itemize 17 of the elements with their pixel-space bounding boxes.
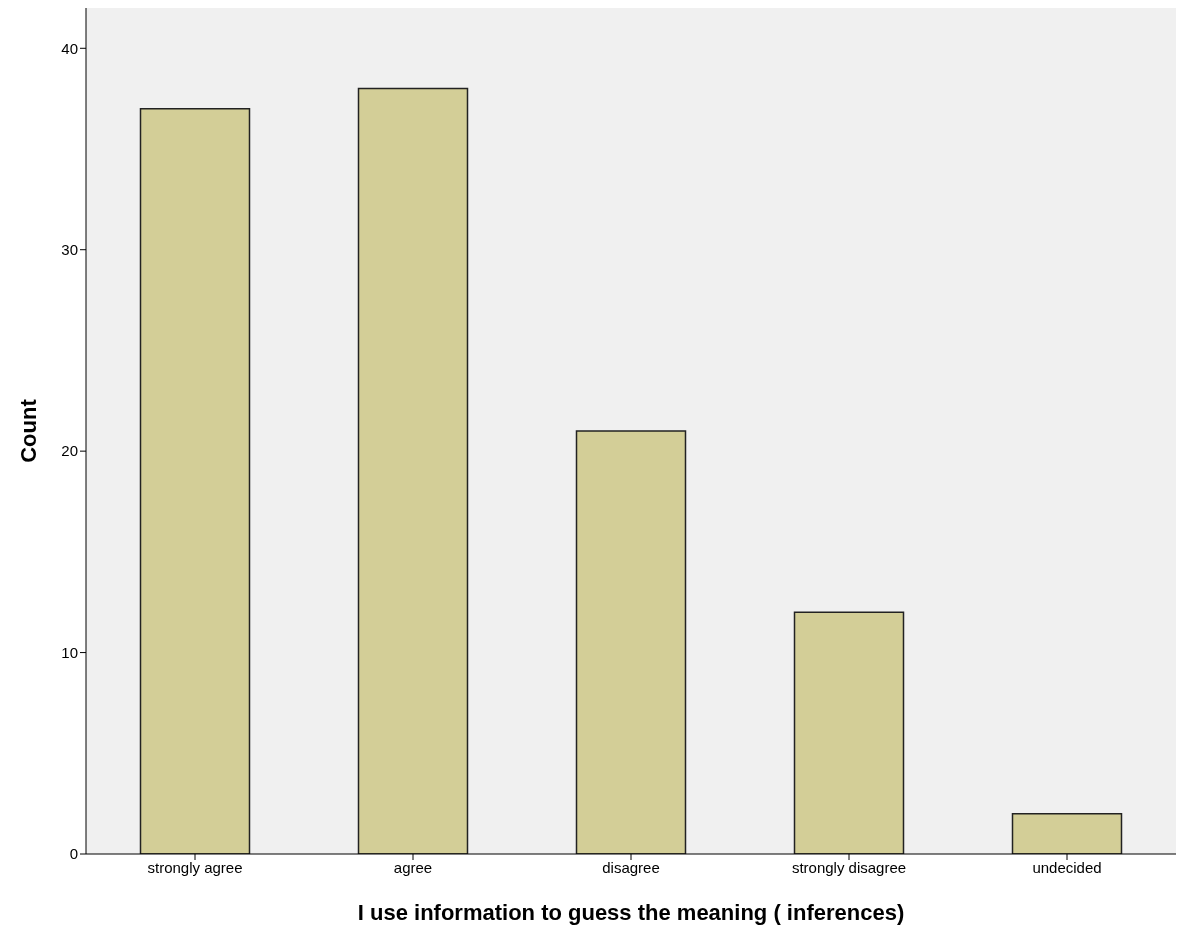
y-axis-title: Count — [15, 398, 41, 463]
x-tick-label: strongly disagree — [791, 858, 907, 876]
x-tick-label: disagree — [602, 858, 660, 876]
bar — [139, 107, 251, 854]
y-tick-label: 20 — [61, 442, 78, 460]
y-tick-label: 10 — [61, 643, 78, 661]
bar — [793, 611, 905, 854]
bar — [575, 430, 687, 854]
y-tick-label: 40 — [61, 39, 78, 57]
y-tick-label: 0 — [69, 845, 78, 863]
bar — [1011, 812, 1123, 854]
x-tick-label: strongly agree — [147, 858, 243, 876]
x-axis-title: I use information to guess the meaning ( inferences) — [357, 900, 905, 925]
bar — [357, 87, 469, 854]
y-tick-label: 30 — [61, 241, 78, 259]
x-tick-label: undecided — [1032, 858, 1102, 876]
x-tick-label: agree — [393, 858, 433, 876]
